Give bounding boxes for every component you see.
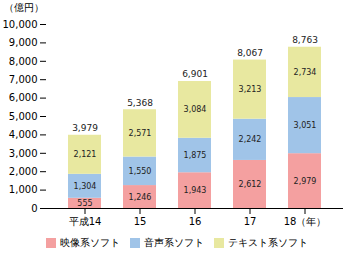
html-text:音声系ソフト: 音声系ソフト [143,237,204,248]
svg-text:18（年）: 18（年） [284,216,327,227]
svg-text:1,550: 1,550 [129,167,152,176]
svg-text:3,051: 3,051 [294,121,317,130]
svg-text:2,612: 2,612 [239,180,262,189]
svg-text:平成14: 平成14 [69,216,102,227]
svg-text:2,571: 2,571 [129,129,152,138]
svg-text:1,246: 1,246 [129,193,152,202]
svg-text:3,000: 3,000 [9,148,38,159]
svg-text:5,000: 5,000 [9,111,38,122]
svg-text:8,763: 8,763 [292,35,318,45]
svg-text:2,979: 2,979 [294,177,317,186]
svg-text:2,734: 2,734 [294,68,317,77]
svg-text:8,067: 8,067 [237,48,263,58]
svg-text:3,084: 3,084 [184,105,207,114]
svg-text:15: 15 [134,216,147,227]
svg-text:1,000: 1,000 [9,184,38,195]
svg-text:17: 17 [244,216,257,227]
svg-text:1,943: 1,943 [184,186,207,195]
svg-text:3,979: 3,979 [72,123,98,133]
svg-text:4,000: 4,000 [9,129,38,140]
svg-text:5,368: 5,368 [127,98,153,108]
html-text:映像系ソフト: 映像系ソフト [59,237,120,248]
svg-text:1,875: 1,875 [184,151,207,160]
svg-text:8,000: 8,000 [9,56,38,67]
svg-text:6,901: 6,901 [182,69,208,79]
svg-text:1,304: 1,304 [74,182,97,191]
svg-text:10,000: 10,000 [3,19,38,30]
svg-text:3,213: 3,213 [239,85,262,94]
svg-text:（億円）: （億円） [4,2,44,13]
svg-text:2,121: 2,121 [74,150,97,159]
svg-text:7,000: 7,000 [9,74,38,85]
svg-text:555: 555 [77,199,92,208]
html-text:テキスト系ソフト: テキスト系ソフト [227,237,308,248]
svg-text:6,000: 6,000 [9,92,38,103]
svg-text:9,000: 9,000 [9,37,38,48]
svg-text:2,000: 2,000 [9,166,38,177]
svg-text:16: 16 [189,216,202,227]
svg-text:2,242: 2,242 [239,135,262,144]
svg-text:0: 0 [31,203,37,214]
